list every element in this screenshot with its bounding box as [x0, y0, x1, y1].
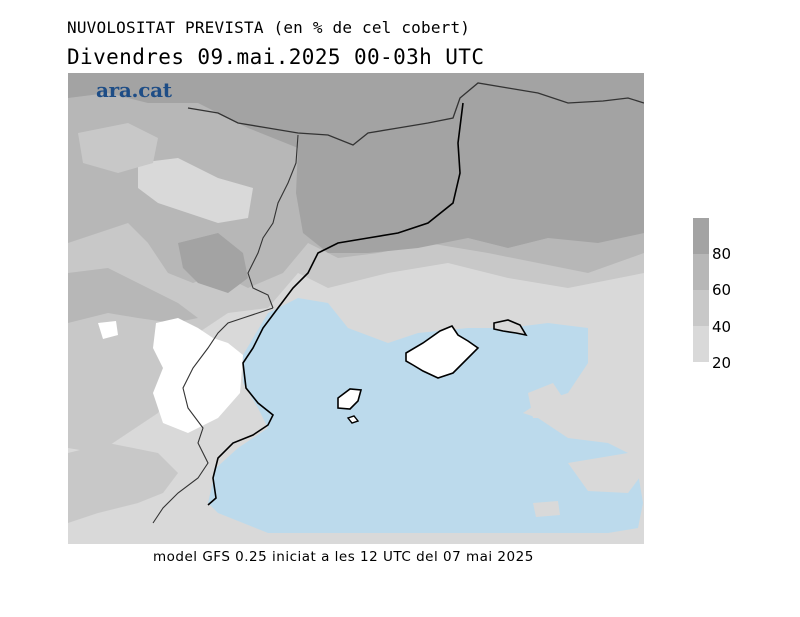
cloud-light-patch-1 — [138, 158, 253, 223]
sea-cloud-patch-3 — [568, 453, 643, 493]
cloud-cover-legend — [693, 218, 709, 362]
region-border-valencia — [152, 307, 274, 524]
cloud-over-80-aragon — [178, 233, 248, 293]
cloud-light-patch-2 — [78, 123, 158, 173]
cloud-over-80-region — [68, 73, 644, 253]
sea-cloud-patch-1 — [528, 383, 563, 418]
legend-label-40: 40 — [712, 318, 732, 336]
legend-block-40-60 — [693, 290, 709, 326]
island-formentera — [346, 415, 360, 424]
cloud-40-60-south — [68, 443, 178, 523]
map-title: NUVOLOSITAT PREVISTA (en % de cel cobert… — [67, 18, 471, 37]
ara-cat-logo: ara.cat — [96, 78, 172, 102]
border-line — [187, 82, 644, 146]
region-border-aragon-catalonia — [247, 134, 299, 309]
legend-block-60-80 — [693, 254, 709, 290]
model-info-footer: model GFS 0.25 iniciat a les 12 UTC del … — [153, 549, 534, 565]
island-ibiza — [337, 388, 363, 410]
cloud-cover-map — [68, 73, 644, 544]
forecast-date: Divendres 09.mai.2025 00-03h UTC — [67, 45, 485, 69]
legend-label-20: 20 — [712, 354, 732, 372]
legend-block-over-80 — [693, 218, 709, 254]
sea-cloud-patch-2 — [533, 501, 560, 517]
legend-block-20-40 — [693, 326, 709, 362]
clear-land-patch — [98, 321, 118, 339]
clear-sea-region — [208, 298, 643, 533]
coastline-mainland — [207, 102, 464, 506]
clear-land-valencia — [153, 318, 243, 433]
legend-label-60: 60 — [712, 281, 732, 299]
island-mallorca — [405, 325, 480, 379]
island-menorca — [493, 319, 528, 337]
cloud-60-80-west — [68, 268, 198, 323]
legend-label-80: 80 — [712, 245, 732, 263]
